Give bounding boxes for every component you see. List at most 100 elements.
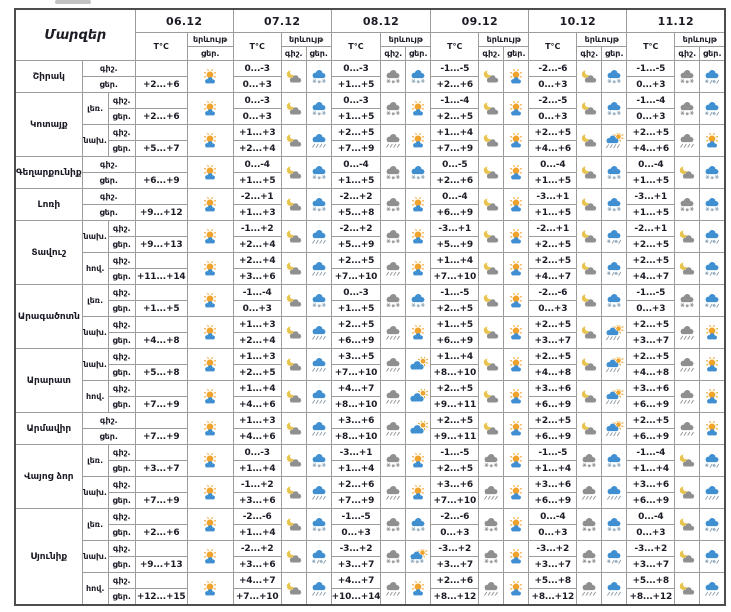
temp-col-header: T°C — [134, 32, 188, 61]
temperature-value: +9...+11 — [430, 396, 480, 413]
temperature-value — [134, 444, 188, 461]
temperature-value: +3...+6 — [330, 412, 382, 429]
temperature-value: 0...-4 — [430, 188, 480, 205]
cloud-rain-blue-icon — [311, 389, 326, 404]
temperature-value: +2...+5 — [330, 252, 382, 269]
temperature-value: +4...+6 — [626, 140, 676, 157]
day-weather-cell — [601, 508, 628, 541]
phenomenon-col-header: երևույթ — [478, 32, 530, 47]
temperature-value — [134, 412, 188, 429]
temperature-value: +3...+7 — [528, 556, 578, 573]
temperature-value: -2...+2 — [232, 540, 282, 557]
day-weather-cell — [305, 412, 332, 445]
moon-cloud-icon — [582, 132, 597, 146]
temperature-value: +1...+3 — [232, 348, 282, 365]
temperature-value: +2...+6 — [430, 76, 480, 93]
day-weather-cell — [503, 572, 530, 606]
moon-cloud-icon — [286, 68, 301, 82]
sun-cloud-icon — [204, 580, 217, 595]
time-label: գիշ. — [81, 156, 136, 173]
time-label: գիշ. — [107, 92, 136, 109]
moon-cloud-icon — [484, 356, 499, 370]
temperature-value: +3...+7 — [330, 556, 382, 573]
cloud-snow-gray-icon — [386, 453, 401, 467]
temperature-value: +7...+9 — [134, 396, 188, 413]
temperature-value: 0...-4 — [232, 156, 282, 173]
day-weather-cell — [601, 572, 628, 606]
sun-cloud-icon — [204, 356, 217, 371]
temperature-value: -2...+2 — [330, 220, 382, 237]
day-weather-cell — [405, 220, 432, 253]
night-weather-cell — [674, 348, 701, 381]
time-label: գիշ. — [107, 508, 136, 525]
temperature-value: +7...+10 — [430, 268, 480, 285]
night-weather-cell — [280, 156, 307, 189]
day-weather-cell — [405, 316, 432, 349]
region-name: Շիրակ — [14, 60, 83, 93]
regions-header: Մարզեր — [14, 8, 136, 61]
night-weather-cell — [674, 124, 701, 157]
temperature-value: +2...+5 — [528, 236, 578, 253]
night-weather-cell — [280, 380, 307, 413]
sun-cloud-icon — [706, 420, 719, 435]
night-weather-cell — [280, 348, 307, 381]
day-weather-cell — [405, 540, 432, 573]
day-weather-cell — [699, 220, 726, 253]
temperature-value: +1...+5 — [626, 172, 676, 189]
day-weather-cell — [503, 540, 530, 573]
zone-label: լեռ. — [81, 284, 109, 317]
day-weather-cell — [305, 572, 332, 606]
day-weather-cell — [699, 348, 726, 381]
night-weather-cell — [280, 572, 307, 606]
day-weather-cell — [699, 380, 726, 413]
temperature-value: +7...+10 — [232, 588, 282, 606]
night-weather-cell — [674, 380, 701, 413]
day-weather-cell — [503, 188, 530, 221]
day-weather-cell — [186, 188, 234, 221]
temperature-value: +1...+5 — [134, 300, 188, 317]
phenomenon-col-header: երևույթ — [674, 32, 726, 47]
cloud-snow-gray-icon — [386, 197, 401, 211]
cloud-sleet-blue-icon — [705, 229, 720, 244]
temperature-value: +6...+9 — [626, 396, 676, 413]
sun-cloud-icon — [510, 388, 523, 403]
browser-artifact — [55, 0, 91, 4]
temperature-value: 0...+3 — [232, 76, 282, 93]
temperature-value: +8...+12 — [430, 588, 480, 606]
moon-cloud-icon — [286, 260, 301, 274]
day-weather-cell — [503, 316, 530, 349]
day-weather-cell — [699, 572, 726, 606]
moon-cloud-icon — [286, 356, 301, 370]
temperature-value: -1...-5 — [430, 284, 480, 301]
day-weather-cell — [601, 476, 628, 509]
cloud-rain-blue-icon — [311, 261, 326, 276]
cloud-snow-gray-icon — [386, 517, 401, 531]
day-weather-cell — [305, 508, 332, 541]
moon-cloud-icon — [286, 196, 301, 210]
forecast-row: Արագածոտն լեռ. գիշ. -1...-4 0...-3 -1...-5 -2.… — [14, 284, 726, 349]
temperature-value: +2...+6 — [134, 108, 188, 125]
sun-cloud-icon — [510, 548, 523, 563]
night-weather-cell — [674, 540, 701, 573]
cloud-snow-gray-icon — [582, 549, 597, 563]
day-weather-cell — [699, 156, 726, 189]
moon-cloud-icon — [680, 164, 695, 178]
forecast-row: հով. գիշ. +4...+7 +4...+7 +2...+6 +5...+8 +5..… — [15, 572, 726, 606]
temperature-value: +9...+13 — [134, 236, 188, 253]
moon-cloud-icon — [680, 580, 695, 594]
forecast-row: Լոռի գիշ. -2...+1 -2...+2 0...-4 -3...+1 -3...… — [14, 188, 726, 221]
time-label: ցեր. — [81, 428, 136, 445]
temperature-value — [134, 508, 188, 525]
cloud-snow-blue-icon — [312, 453, 326, 467]
night-weather-cell — [674, 316, 701, 349]
cloud-sleet-blue-icon — [705, 517, 720, 532]
sun-cloud-icon — [706, 356, 719, 371]
cloud-sun-icon — [410, 420, 429, 433]
sun-cloud-icon — [706, 132, 719, 147]
cloud-snow-blue-icon — [607, 453, 622, 467]
temperature-value: 0...-4 — [626, 508, 676, 525]
day-weather-cell — [699, 92, 726, 125]
sun-cloud-icon — [204, 228, 217, 243]
temperature-value: +4...+7 — [330, 572, 382, 589]
